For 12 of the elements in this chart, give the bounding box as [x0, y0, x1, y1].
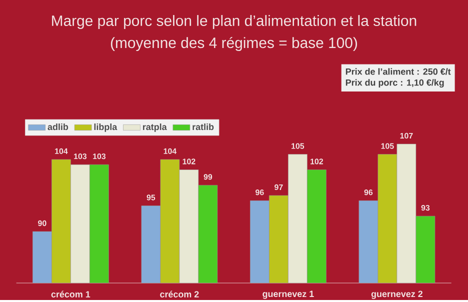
legend-label: adlib	[48, 123, 68, 130]
x-tick-label: guernevez 1	[262, 290, 314, 299]
x-tick-label: crécom 1	[51, 290, 90, 298]
legend-label: ratlib	[192, 123, 214, 130]
x-tick-label: crécom 2	[160, 290, 199, 298]
chart-subtitle: (moyenne des 4 régimes = base 100)	[110, 36, 357, 51]
chart-title: Marge par porc selon le plan d’alimentation et la station	[52, 14, 416, 29]
legend-label: ratpla	[142, 123, 167, 132]
legend-label: libpla	[94, 123, 118, 132]
x-tick-label: guernevez 2	[371, 290, 422, 299]
text: Prix du porc : 1,10 €/kg	[346, 79, 444, 88]
text: Prix de l’aliment : 250 €/t	[346, 68, 451, 75]
